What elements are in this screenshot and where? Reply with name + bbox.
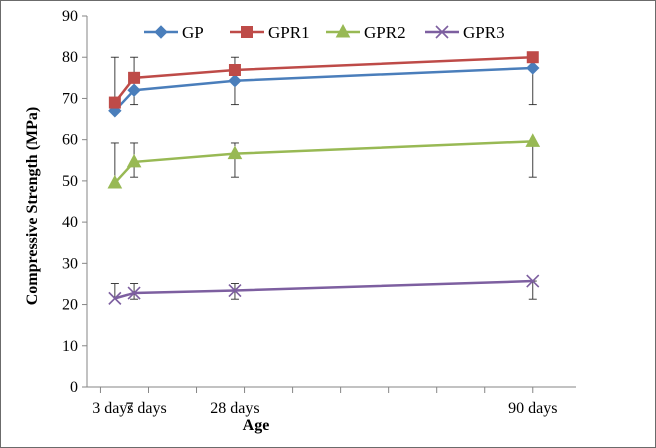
data-point-gp xyxy=(228,74,242,88)
x-tick-label: 3 days xyxy=(92,400,133,417)
data-point-gpr1 xyxy=(108,96,121,109)
series-gpr1 xyxy=(108,51,539,109)
legend-item-gp: GP xyxy=(144,23,204,42)
y-tick-label: 60 xyxy=(62,132,78,149)
series-gpr2 xyxy=(107,133,541,189)
data-point-gpr3 xyxy=(108,291,122,305)
y-tick-label: 0 xyxy=(70,379,78,396)
legend-marker-gpr1 xyxy=(241,26,253,38)
data-point-gp xyxy=(526,61,540,75)
x-tick-label: 90 days xyxy=(508,400,557,417)
legend-marker-gp xyxy=(154,25,168,39)
legend: GP GPR1 GPR2 GPR3 xyxy=(144,23,505,42)
legend-item-gpr1: GPR1 xyxy=(230,23,310,42)
series-gpr3 xyxy=(108,274,540,305)
legend-label-gpr2: GPR2 xyxy=(364,23,406,42)
series-line-gpr2 xyxy=(113,140,533,184)
y-tick-label: 40 xyxy=(62,214,78,231)
y-axis-title: Compressive Strength (MPa) xyxy=(24,107,41,306)
y-tick-label: 90 xyxy=(62,8,78,25)
error-bars-gpr3 xyxy=(110,280,537,300)
series-line-gpr3 xyxy=(114,279,533,300)
x-axis-title: Age xyxy=(243,417,270,434)
data-point-gpr2 xyxy=(126,153,142,168)
data-point-gpr1 xyxy=(228,64,241,77)
data-point-gp xyxy=(127,83,141,97)
series-line-gpr1 xyxy=(113,55,533,104)
x-tick-label: 7 days xyxy=(125,400,166,417)
legend-marker-gpr3 xyxy=(435,25,449,39)
data-point-gpr2 xyxy=(525,133,541,147)
data-point-gpr1 xyxy=(128,71,141,84)
legend-label-gpr1: GPR1 xyxy=(268,23,310,42)
y-tick-label: 80 xyxy=(62,49,78,66)
data-point-gpr3 xyxy=(526,274,540,288)
y-tick-label: 70 xyxy=(62,90,78,107)
series-line-gp xyxy=(113,66,533,112)
legend-label-gp: GP xyxy=(182,23,204,42)
x-tick-label: 28 days xyxy=(210,400,259,417)
data-point-gpr3 xyxy=(127,286,141,300)
legend-marker-gpr2 xyxy=(335,23,351,38)
data-point-gpr3 xyxy=(228,283,242,298)
y-tick-label: 50 xyxy=(62,173,78,190)
y-tick-label: 20 xyxy=(62,297,78,314)
y-tick-label: 30 xyxy=(62,255,78,272)
series-gp xyxy=(108,61,540,118)
legend-label-gpr3: GPR3 xyxy=(463,23,505,42)
error-bars-gpr2 xyxy=(110,141,537,183)
y-tick-label: 10 xyxy=(62,338,78,355)
data-point-gpr2 xyxy=(107,174,123,189)
legend-item-gpr2: GPR2 xyxy=(326,23,406,42)
data-point-gpr1 xyxy=(526,51,539,64)
data-point-gpr2 xyxy=(227,145,243,160)
series-layer xyxy=(107,51,541,305)
legend-item-gpr3: GPR3 xyxy=(425,23,505,42)
